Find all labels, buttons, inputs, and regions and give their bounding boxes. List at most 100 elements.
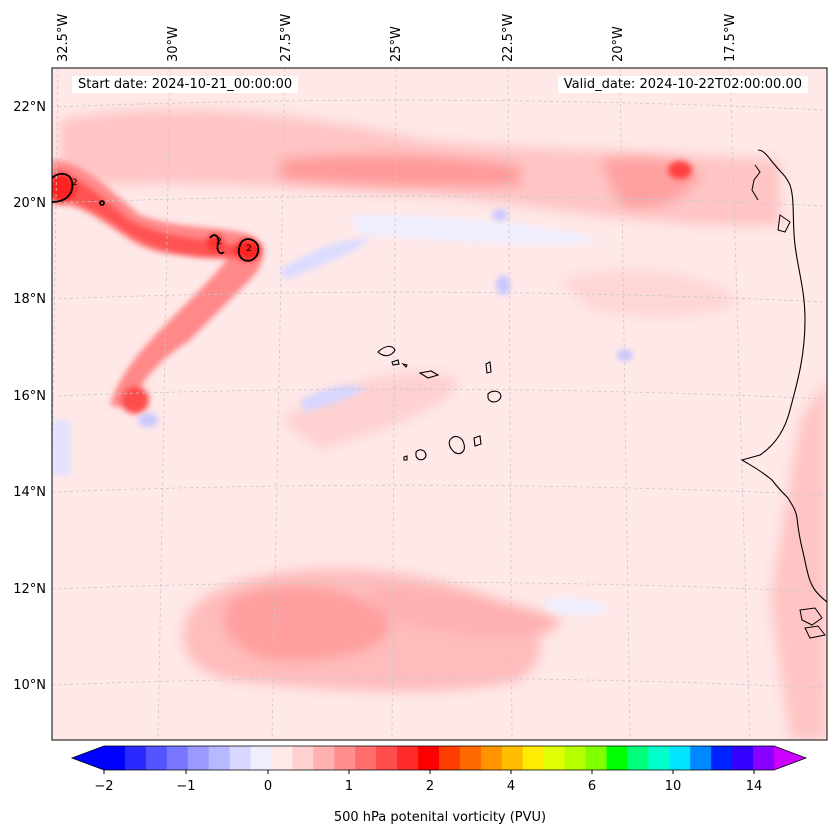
lat-label: 20°N [13, 196, 46, 211]
colorbar: −2 −1 0 1 2 4 6 10 14 500 hPa potenital … [70, 745, 808, 825]
lon-label: 32.5°W [56, 14, 71, 62]
parallel-16n [52, 388, 827, 400]
lon-label: 27.5°W [279, 14, 294, 62]
coastline-detail [751, 164, 761, 201]
meridian-20w [619, 68, 631, 740]
contour-label: 2 [246, 244, 252, 254]
pv-max-west [52, 172, 76, 204]
contour-center [237, 238, 260, 262]
african-coastline [740, 149, 827, 603]
colorbar-segment [669, 746, 691, 770]
neg-pv-spot-6 [545, 598, 610, 615]
island-sao-vicente [391, 359, 400, 366]
lon-label: 30°W [166, 26, 181, 62]
island-sal [485, 361, 492, 374]
neg-pv-west [52, 420, 70, 475]
cb-tick-label: 1 [345, 779, 353, 794]
colorbar-segment [732, 746, 754, 770]
neg-pv-streak [280, 239, 370, 280]
colorbar-segment [418, 746, 440, 770]
cb-tick-label: 6 [588, 779, 596, 794]
colorbar-segment [187, 746, 210, 770]
island-sao-nicolau [418, 370, 440, 379]
lat-label: 16°N [13, 389, 46, 404]
colorbar-segment [480, 746, 503, 770]
neg-pv-spot-1 [492, 209, 508, 221]
pv-region-south-east [370, 589, 560, 637]
island-santiago [448, 435, 465, 455]
meridian-25w [391, 68, 397, 740]
graticule [52, 68, 827, 740]
lon-label: 25°W [389, 26, 404, 62]
colorbar-segment [271, 746, 293, 770]
parallel-14n [52, 484, 827, 496]
colorbar-segments [104, 746, 775, 770]
start-date-label: Start date: 2024-10-21_00:00:00 [72, 76, 299, 93]
colorbar-segment [124, 746, 147, 770]
parallel-22n [52, 99, 827, 111]
contour-label: 2 [216, 237, 222, 247]
colorbar-segment [313, 746, 335, 770]
lon-label: 20°W [611, 26, 626, 62]
island-brava [403, 455, 408, 461]
pv-region-south-core [224, 586, 391, 661]
contour-west [52, 173, 74, 203]
contour-label: 2 [72, 178, 78, 188]
colorbar-segment [522, 746, 545, 770]
neg-pv-spot-2 [496, 275, 510, 295]
meridian-22-5w [507, 68, 513, 740]
pv-max-south [121, 386, 149, 414]
colorbar-segment [355, 746, 377, 770]
colorbar-segment [648, 746, 670, 770]
lon-label: 17.5°W [723, 14, 738, 62]
pv-max-east [668, 161, 692, 179]
neg-pv-spot-5 [300, 385, 365, 412]
pv-2-contours [52, 173, 260, 262]
colorbar-segment [334, 746, 356, 770]
colorbar-segment [104, 746, 126, 770]
colorbar-over-triangle [774, 746, 806, 770]
colorbar-ticks: −2 −1 0 1 2 4 6 10 14 [94, 770, 762, 794]
contour-labels: 2 2 2 [72, 178, 252, 254]
colorbar-under-triangle [72, 746, 104, 770]
colorbar-segment [229, 746, 252, 770]
meridian-27-5w [271, 68, 286, 740]
colorbar-segment [564, 746, 587, 770]
neg-pv-band [350, 215, 600, 245]
colorbar-segment [208, 746, 231, 770]
colorbar-segment [439, 746, 461, 770]
lon-labels: 32.5°W 30°W 27.5°W 25°W 22.5°W 20°W 17.5… [56, 14, 738, 62]
cb-tick-label: 10 [665, 779, 682, 794]
colorbar-segment [459, 746, 482, 770]
cb-tick-label: 0 [264, 779, 272, 794]
cb-tick-label: 4 [507, 779, 515, 794]
meridian-32-5w [52, 68, 59, 499]
contour-center-west [209, 234, 225, 255]
parallel-18n [52, 291, 827, 303]
island-maio [473, 435, 482, 447]
colorbar-segment [690, 746, 712, 770]
meridian-17-5w [729, 68, 751, 740]
meridian-30w [157, 68, 171, 740]
lat-label: 18°N [13, 292, 46, 307]
colorbar-segment [397, 746, 419, 770]
colorbar-segment [250, 746, 272, 770]
coastline-bay [777, 214, 791, 233]
cb-tick-label: −2 [94, 779, 113, 794]
colorbar-segment [627, 746, 649, 770]
parallel-10n [52, 677, 827, 689]
coastline-islands [799, 607, 826, 639]
lat-label: 10°N [13, 678, 46, 693]
colorbar-segment [501, 746, 524, 770]
contour-spot [99, 200, 105, 206]
island-boa-vista [487, 390, 502, 403]
colorbar-segment [606, 746, 628, 770]
colorbar-title: 500 hPa potenital vorticity (PVU) [334, 810, 546, 825]
pv-region-mid-east [560, 269, 740, 317]
pv-field: 2 2 2 [52, 68, 827, 740]
island-fogo [415, 449, 427, 461]
pv-negative-areas [52, 209, 633, 615]
colorbar-segment [543, 746, 566, 770]
streamer-outer [52, 160, 264, 410]
